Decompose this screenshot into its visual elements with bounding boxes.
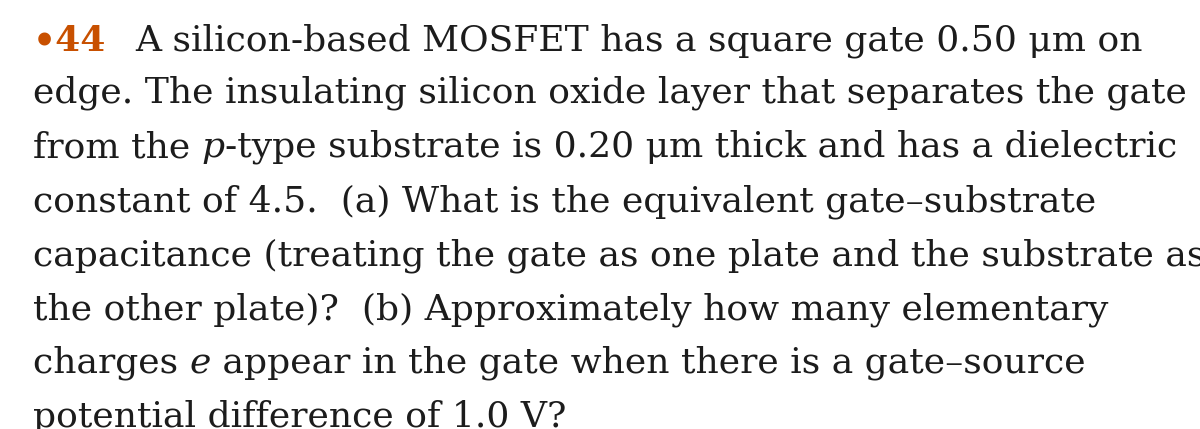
Text: appear in the gate when there is a gate–source: appear in the gate when there is a gate–… — [211, 346, 1086, 381]
Text: -type substrate is 0.20 μm thick and has a dielectric: -type substrate is 0.20 μm thick and has… — [224, 130, 1177, 164]
Text: capacitance (treating the gate as one plate and the substrate as: capacitance (treating the gate as one pl… — [34, 238, 1200, 272]
Text: e: e — [190, 346, 211, 380]
Text: from the: from the — [34, 130, 202, 164]
Text: the other plate)?  (b) Approximately how many elementary: the other plate)? (b) Approximately how … — [34, 292, 1109, 326]
Text: constant of 4.5.  (a) What is the equivalent gate–substrate: constant of 4.5. (a) What is the equival… — [34, 184, 1097, 218]
Text: A silicon-based MOSFET has a square gate 0.50 μm on: A silicon-based MOSFET has a square gate… — [134, 24, 1142, 58]
Text: p: p — [202, 130, 224, 164]
Text: charges: charges — [34, 346, 190, 381]
Text: •44: •44 — [34, 24, 107, 58]
Text: potential difference of 1.0 V?: potential difference of 1.0 V? — [34, 400, 566, 429]
Text: edge. The insulating silicon oxide layer that separates the gate: edge. The insulating silicon oxide layer… — [34, 76, 1187, 111]
